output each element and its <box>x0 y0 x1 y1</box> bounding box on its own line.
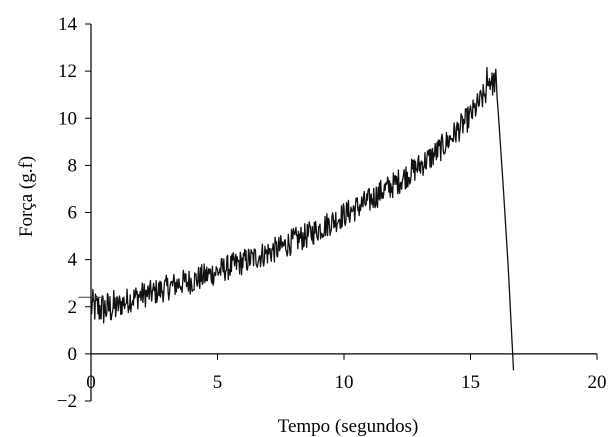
x-tick-label: 10 <box>335 372 354 393</box>
y-axis-title: Força (g.f) <box>16 156 37 237</box>
x-axis-ticks: 0 5 10 15 20 <box>86 353 607 393</box>
y-tick-label: 14 <box>58 14 78 35</box>
x-tick-label: 0 <box>86 372 96 393</box>
y-tick-label: −2 <box>57 391 77 412</box>
y-tick-label: 8 <box>68 155 78 176</box>
y-tick-label: 10 <box>58 108 77 129</box>
x-tick-label: 5 <box>213 372 223 393</box>
y-tick-label: 2 <box>68 297 78 318</box>
y-tick-label: 4 <box>68 250 78 271</box>
y-axis-ticks: −2 0 2 4 6 8 10 12 14 <box>57 14 91 412</box>
plot-area <box>78 66 515 371</box>
y-tick-label: 0 <box>68 344 78 365</box>
series-line-0 <box>90 66 515 371</box>
y-tick-label: 12 <box>58 61 77 82</box>
x-axis-title: Tempo (segundos) <box>278 416 419 437</box>
x-tick-label: 15 <box>461 372 480 393</box>
x-tick-label: 20 <box>588 372 607 393</box>
y-tick-label: 6 <box>68 203 78 224</box>
